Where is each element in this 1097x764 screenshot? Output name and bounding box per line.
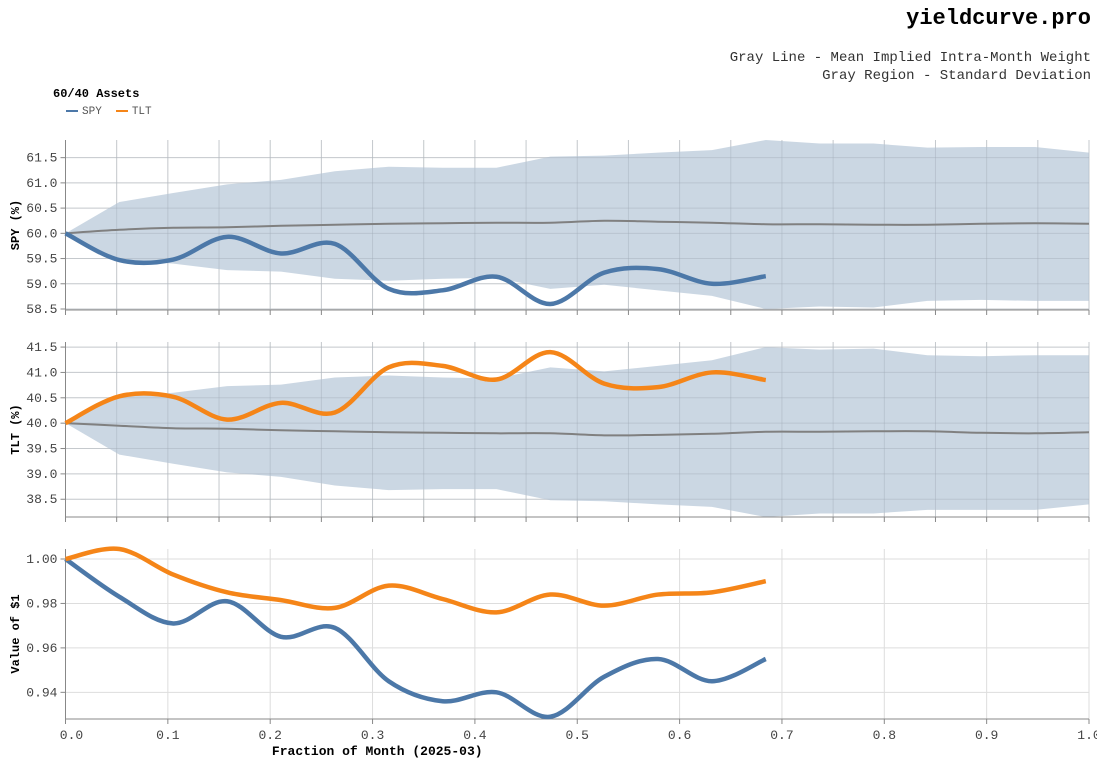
legend-swatch-tlt (115, 110, 128, 113)
y-tick-label: 59.0 (26, 277, 57, 292)
x-tick-label: 0.2 (258, 728, 281, 743)
series-line-tlt (64, 546, 767, 615)
legend-item-tlt[interactable]: TLT (115, 106, 152, 118)
y-axis-title: Value of $1 (9, 594, 23, 673)
legend-label-spy: SPY (82, 106, 102, 118)
x-tick-label: 0.4 (463, 728, 487, 743)
x-tick-label: 0.8 (873, 728, 896, 743)
y-tick-label: 40.5 (26, 391, 57, 406)
subtitle-std-region: Gray Region - Standard Deviation (822, 68, 1091, 84)
x-axis-title: Fraction of Month (2025-03) (272, 744, 483, 759)
y-tick-label: 0.98 (26, 596, 57, 611)
panel-2: 38.5 39.0 39.5 40.0 40.5 41.0 41.5 TLT (%) (9, 340, 1090, 522)
x-tick-label: 1.0 (1077, 728, 1097, 743)
y-tick-label: 38.5 (26, 492, 57, 507)
y-tick-label: 39.5 (26, 442, 57, 457)
y-tick-label: 0.96 (26, 641, 57, 656)
y-tick-label: 60.5 (26, 201, 57, 216)
brand-title: yieldcurve.pro (906, 6, 1091, 31)
x-tick-label: 0.5 (566, 728, 589, 743)
x-tick-label: 0.0 (60, 728, 83, 743)
y-tick-label: 59.5 (26, 252, 57, 267)
legend: SPY TLT (66, 106, 152, 118)
x-tick-label: 0.1 (156, 728, 180, 743)
mean-weight-line (65, 422, 1090, 437)
y-tick-label: 61.5 (26, 151, 57, 166)
y-tick-label: 40.0 (26, 416, 57, 431)
x-tick-label: 0.3 (361, 728, 384, 743)
y-axis-title: SPY (%) (9, 200, 23, 250)
std-dev-band (65, 347, 1090, 517)
y-tick-label: 58.5 (26, 302, 57, 317)
legend-title: 60/40 Assets (53, 87, 140, 101)
subtitle-mean-line: Gray Line - Mean Implied Intra-Month Wei… (729, 50, 1091, 66)
std-dev-band (65, 140, 1090, 309)
legend-swatch-spy (66, 110, 78, 113)
y-tick-label: 0.94 (26, 685, 57, 700)
y-tick-label: 60.0 (26, 226, 57, 241)
y-tick-label: 41.5 (26, 340, 57, 355)
series-line-tlt (64, 349, 767, 426)
legend-item-spy[interactable]: SPY (66, 106, 102, 118)
y-tick-label: 39.0 (26, 467, 57, 482)
panel-3: 0.94 0.96 0.98 1.00 Value of $1 0.0 0.1 0.2 0.3 0… (9, 546, 1097, 759)
y-tick-label: 61.0 (26, 176, 57, 191)
series-line-spy (64, 231, 767, 307)
mean-weight-line (65, 219, 1090, 235)
y-tick-label: 1.00 (26, 552, 57, 567)
panel-1: 58.5 59.0 59.5 60.0 60.5 61.0 61.5 SPY (%) (9, 140, 1090, 317)
y-tick-label: 41.0 (26, 365, 57, 380)
x-tick-label: 0.7 (770, 728, 793, 743)
y-axis-title: TLT (%) (9, 404, 23, 454)
x-tick-label: 0.6 (668, 728, 691, 743)
x-tick-label: 0.9 (975, 728, 998, 743)
series-line-spy (64, 557, 767, 720)
legend-label-tlt: TLT (131, 106, 152, 118)
